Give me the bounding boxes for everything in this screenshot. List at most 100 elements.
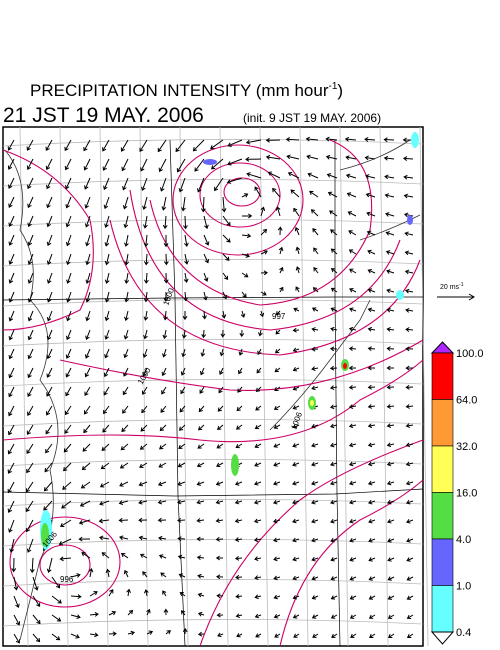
wind-arrow	[216, 612, 224, 618]
wind-arrow	[7, 462, 15, 474]
wind-arrow	[46, 367, 53, 378]
wind-arrow	[46, 329, 53, 341]
wind-arrow	[239, 329, 245, 338]
wind-arrow	[386, 269, 395, 274]
wind-arrow	[273, 575, 281, 581]
wind-arrow	[311, 346, 319, 352]
wind-arrow	[221, 310, 227, 319]
wind-arrow	[254, 556, 262, 562]
wind-arrow	[367, 461, 376, 467]
wind-arrow	[81, 552, 91, 559]
wind-arrow	[66, 272, 72, 284]
wind-arrow	[366, 230, 376, 236]
wind-arrow	[292, 480, 300, 486]
rain-area	[343, 363, 347, 369]
wind-arrow	[292, 537, 300, 543]
wind-arrow	[46, 272, 53, 284]
wind-arrow	[123, 329, 129, 340]
wind-arrow	[32, 595, 41, 607]
wind-arrow	[329, 346, 338, 352]
wind-arrow	[176, 158, 186, 173]
map-area: 997 1000 1006 1000 1006 996	[2, 126, 429, 647]
wind-arrow	[124, 291, 130, 303]
wind-arrow	[387, 595, 395, 600]
wind-arrow	[387, 614, 395, 619]
wind-arrow	[120, 443, 129, 451]
wind-arrow	[274, 633, 281, 638]
wind-arrow	[311, 614, 319, 619]
wind-arrow	[345, 173, 357, 179]
wind-arrow	[126, 588, 132, 597]
wind-arrow	[387, 576, 395, 581]
isobar	[199, 439, 424, 647]
wind-arrow	[256, 367, 262, 374]
wind-arrow	[292, 386, 300, 391]
wind-arrow	[203, 272, 209, 282]
wind-arrow	[27, 196, 34, 209]
wind-arrow	[236, 633, 243, 638]
wind-arrow	[312, 228, 319, 236]
wind-arrow	[58, 538, 72, 546]
wind-arrow	[347, 211, 357, 217]
wind-arrow	[159, 177, 167, 192]
wind-arrow	[366, 211, 376, 217]
parallel	[2, 379, 424, 387]
wind-arrow	[273, 537, 281, 543]
wind-arrow	[179, 592, 186, 597]
wind-arrow	[273, 594, 281, 600]
wind-arrow	[88, 567, 94, 578]
wind-arrow	[241, 193, 249, 198]
wind-arrow	[89, 632, 99, 638]
wind-arrow	[180, 367, 186, 376]
wind-arrow	[405, 288, 414, 294]
wind-arrow	[64, 139, 72, 152]
wind-arrow	[85, 329, 91, 341]
wind-arrow	[387, 557, 395, 562]
wind-arrow	[13, 633, 21, 644]
wind-scale-arrow	[437, 293, 475, 301]
wind-arrow	[139, 553, 148, 559]
wind-arrow	[265, 137, 281, 143]
wind-arrow	[119, 481, 129, 487]
wind-arrow	[365, 174, 376, 179]
wind-arrow	[85, 253, 91, 266]
wind-arrow	[27, 215, 34, 228]
wind-arrow	[103, 367, 110, 378]
wind-arrow	[348, 442, 357, 448]
wind-arrow	[8, 329, 15, 341]
wind-arrow	[83, 424, 91, 434]
wind-arrow	[253, 518, 262, 524]
wind-arrow	[46, 348, 53, 360]
wind-arrow	[85, 272, 91, 284]
wind-arrow	[220, 329, 226, 338]
wind-arrow	[222, 272, 229, 281]
wind-arrow	[406, 538, 414, 543]
wind-arrow	[183, 291, 189, 302]
wind-arrow	[311, 423, 319, 429]
wind-arrow	[122, 386, 129, 396]
wind-arrow	[311, 480, 319, 486]
wind-arrow	[405, 423, 414, 429]
wind-arrow	[235, 574, 243, 580]
wind-arrow	[349, 288, 357, 293]
wind-arrow	[313, 267, 319, 274]
wind-arrow	[197, 424, 205, 431]
wind-arrow	[162, 348, 167, 358]
wind-arrow	[348, 480, 357, 486]
isobar	[199, 162, 281, 228]
wind-arrow	[403, 193, 414, 199]
wind-arrow	[278, 246, 284, 255]
wind-arrow	[177, 462, 186, 468]
wind-arrow	[64, 424, 72, 434]
wind-arrow	[139, 139, 148, 153]
wind-arrow	[235, 443, 243, 449]
isobar	[172, 144, 304, 256]
wind-arrow	[8, 310, 15, 322]
wind-arrow	[364, 137, 376, 142]
rain-area	[231, 454, 239, 476]
wind-arrow	[8, 272, 15, 284]
boundary-line	[169, 139, 186, 647]
wind-arrow	[367, 480, 376, 486]
wind-arrow	[8, 405, 15, 417]
wind-arrow	[348, 384, 357, 390]
